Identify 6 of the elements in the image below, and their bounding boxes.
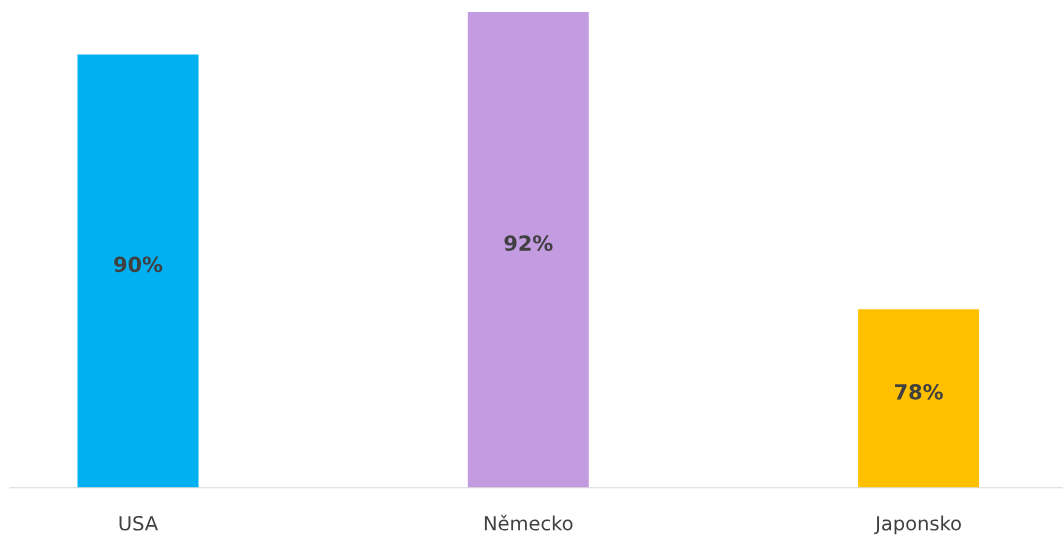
data-label: 92% xyxy=(504,235,553,251)
x-tick-label: Japonsko xyxy=(874,515,961,535)
x-tick-label: Německo xyxy=(484,514,573,531)
x-tick-label: USA xyxy=(119,515,158,531)
data-label: 90% xyxy=(114,256,163,273)
data-label: 78% xyxy=(895,383,943,400)
